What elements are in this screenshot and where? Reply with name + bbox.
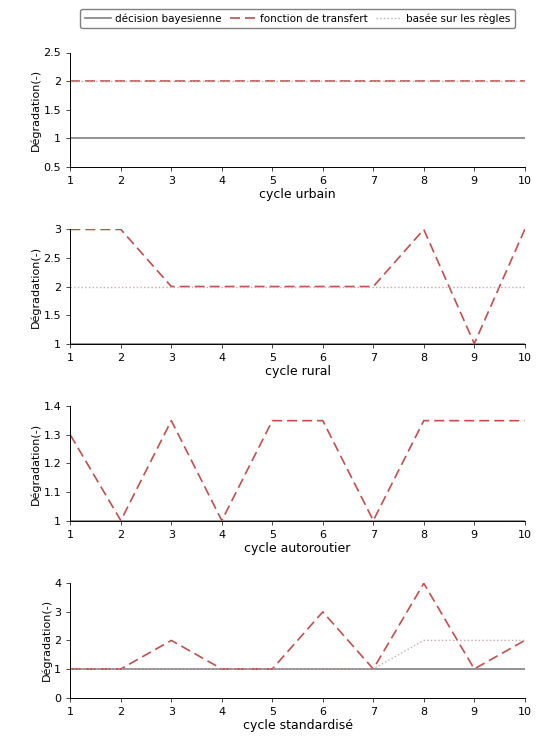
Y-axis label: Dégradation(-): Dégradation(-) xyxy=(30,68,41,151)
Y-axis label: Dégradation(-): Dégradation(-) xyxy=(41,599,51,682)
X-axis label: cycle autoroutier: cycle autoroutier xyxy=(245,542,351,555)
Legend: décision bayesienne, fonction de transfert, basée sur les règles: décision bayesienne, fonction de transfe… xyxy=(81,9,514,28)
X-axis label: cycle rural: cycle rural xyxy=(265,365,331,379)
X-axis label: cycle standardisé: cycle standardisé xyxy=(242,719,353,732)
Y-axis label: Dégradation(-): Dégradation(-) xyxy=(30,245,41,328)
Y-axis label: Dégradation(-): Dégradation(-) xyxy=(30,422,41,505)
X-axis label: cycle urbain: cycle urbain xyxy=(259,188,336,202)
